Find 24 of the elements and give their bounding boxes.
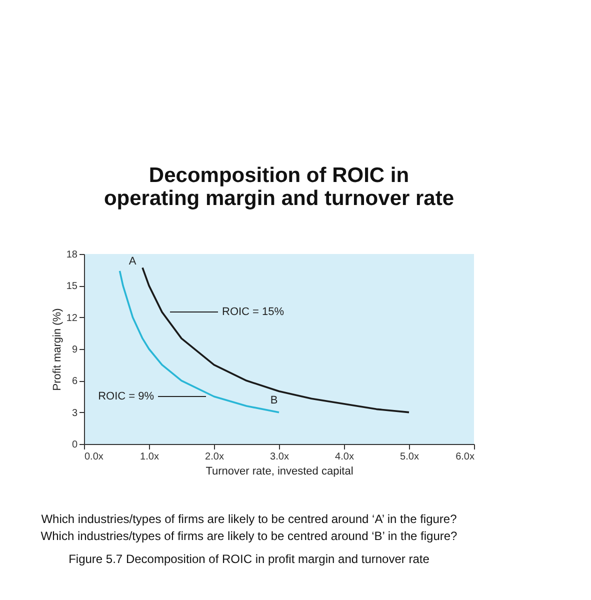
legend-label: ROIC = 15%: [222, 306, 284, 318]
x-tick-label: 5.0x: [400, 452, 419, 462]
annotation: A: [128, 256, 137, 268]
x-tick-label: 3.0x: [270, 452, 289, 462]
x-axis-title: Turnover rate, invested capital: [206, 466, 354, 478]
text: Which industries/types of firms are likely to be centred around ‘B’ in the figure?: [40, 529, 458, 543]
text: Which industries/types of firms are likely to be centred around ‘A’ in the figure?: [41, 512, 458, 526]
text: ROIC = 9%: [98, 390, 154, 402]
y-tick-label: 12: [66, 312, 78, 324]
x-tick-label: 4.0x: [335, 452, 354, 462]
x-tick-label: 2.0x: [205, 452, 224, 462]
y-tick-label: 9: [72, 344, 78, 356]
x-tick-label: 1.0x: [140, 452, 159, 462]
y-tick-label: 0: [72, 440, 78, 450]
y-tick-label: 6: [72, 376, 78, 388]
y-tick-label: 18: [66, 250, 78, 260]
caption: Figure 5.7 Decomposition of ROIC in profit margin and turnover rate: [68, 552, 430, 566]
x-tick-label: 6.0x: [456, 452, 474, 462]
annotation: B: [270, 394, 278, 406]
y-tick-label: 15: [66, 281, 78, 292]
y-tick-label: 3: [72, 408, 78, 419]
x-tick-label: 0.0x: [84, 452, 104, 462]
chart-title: Decomposition of ROIC in operating margin and turnover rate: [104, 164, 454, 210]
y-axis-title: Profit margin (%): [51, 308, 64, 391]
